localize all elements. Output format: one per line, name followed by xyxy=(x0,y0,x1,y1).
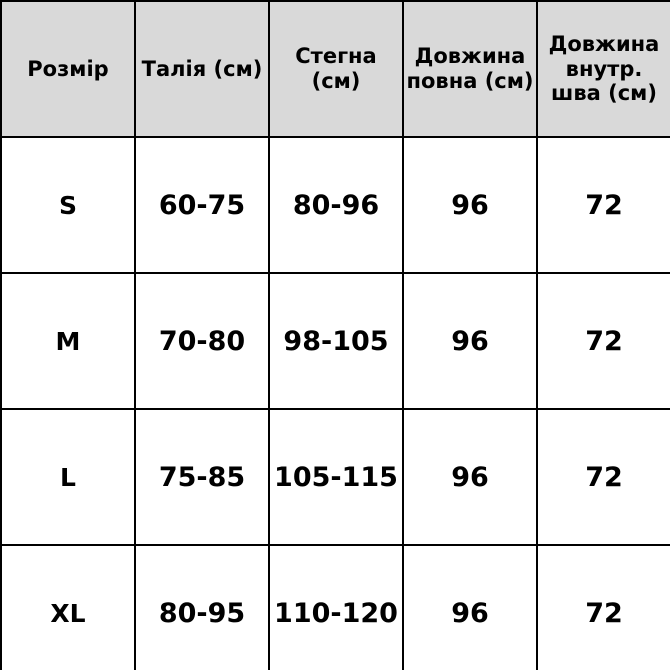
cell-waist: 70-80 xyxy=(134,272,270,410)
table-row: M 70-80 98-105 96 72 xyxy=(0,272,670,410)
cell-waist: 75-85 xyxy=(134,408,270,546)
cell-inseam: 72 xyxy=(536,544,670,670)
cell-hips: 105-115 xyxy=(268,408,404,546)
cell-waist: 80-95 xyxy=(134,544,270,670)
column-header-hips-label: Стегна (см) xyxy=(295,44,377,93)
cell-length-full: 96 xyxy=(402,272,538,410)
column-header-waist: Талія (см) xyxy=(134,0,270,138)
column-header-inseam-label: Довжина внутр. шва (см) xyxy=(548,31,660,106)
column-header-length-full-label: Довжина повна (см) xyxy=(406,44,534,93)
cell-inseam: 72 xyxy=(536,408,670,546)
cell-hips: 98-105 xyxy=(268,272,404,410)
cell-length-full: 96 xyxy=(402,136,538,274)
table-row: XL 80-95 110-120 96 72 xyxy=(0,544,670,670)
column-header-hips: Стегна (см) xyxy=(268,0,404,138)
cell-waist: 60-75 xyxy=(134,136,270,274)
cell-size: L xyxy=(0,408,136,546)
table-header: Розмір Талія (см) Стегна (см) Довжина по… xyxy=(0,0,670,138)
cell-size: M xyxy=(0,272,136,410)
table-row: L 75-85 105-115 96 72 xyxy=(0,408,670,546)
cell-inseam: 72 xyxy=(536,272,670,410)
column-header-size-label: Розмір xyxy=(27,56,109,81)
header-row: Розмір Талія (см) Стегна (см) Довжина по… xyxy=(0,0,670,138)
cell-size: XL xyxy=(0,544,136,670)
column-header-inseam: Довжина внутр. шва (см) xyxy=(536,0,670,138)
table-body: S 60-75 80-96 96 72 M 70-80 98-105 96 72… xyxy=(0,136,670,670)
cell-hips: 80-96 xyxy=(268,136,404,274)
cell-hips: 110-120 xyxy=(268,544,404,670)
cell-inseam: 72 xyxy=(536,136,670,274)
column-header-waist-label: Талія (см) xyxy=(141,56,263,81)
cell-length-full: 96 xyxy=(402,544,538,670)
column-header-size: Розмір xyxy=(0,0,136,138)
column-header-length-full: Довжина повна (см) xyxy=(402,0,538,138)
table-row: S 60-75 80-96 96 72 xyxy=(0,136,670,274)
cell-length-full: 96 xyxy=(402,408,538,546)
cell-size: S xyxy=(0,136,136,274)
